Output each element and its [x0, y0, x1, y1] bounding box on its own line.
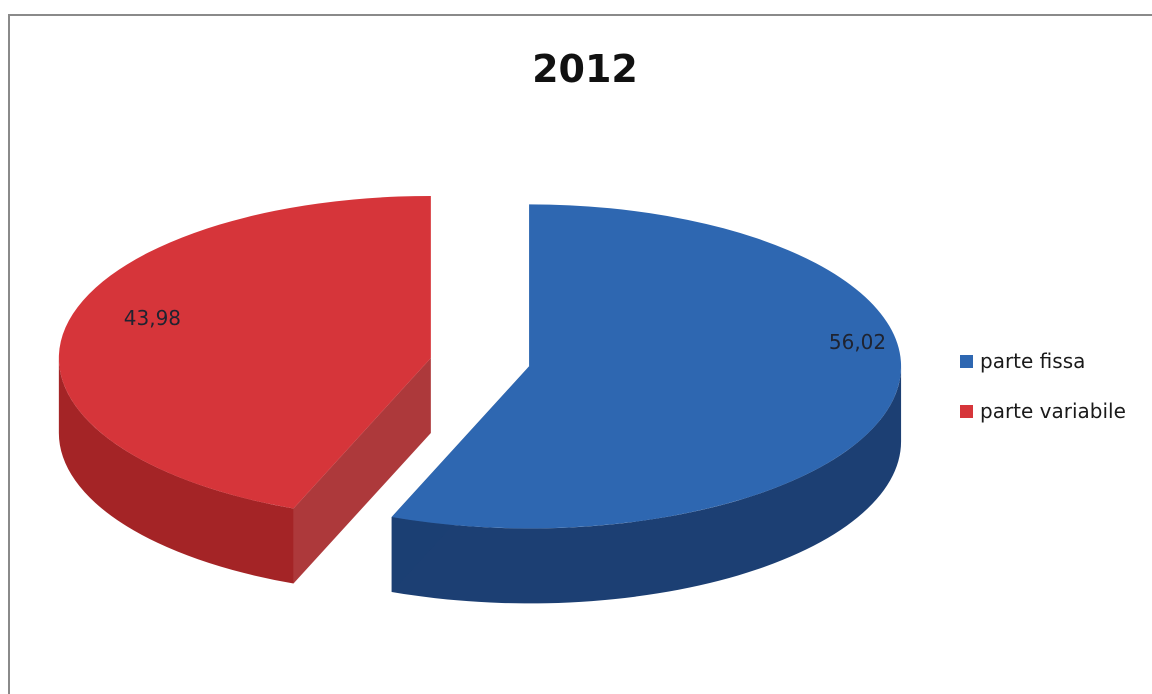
pie-slice-side-0 — [391, 366, 902, 604]
chart-title: 2012 — [532, 47, 638, 91]
pie-slice-0: 56,02 — [391, 204, 902, 604]
pie-slice-side-1 — [58, 357, 294, 584]
pie-slice-1: 43,98 — [58, 195, 431, 584]
legend-swatch-0 — [960, 355, 973, 368]
legend-label-0: parte fissa — [980, 349, 1085, 373]
legend-label-1: parte variabile — [980, 399, 1126, 423]
pie-slice-top-0 — [391, 204, 902, 529]
pie-slice-top-1 — [58, 195, 431, 509]
pie-chart: 2012 56,02 43,98 parte fissa parte variabi… — [58, 47, 1126, 604]
data-label-1: 43,98 — [124, 306, 181, 330]
chart-frame — [8, 14, 1152, 694]
pie-slice-cut-1-0 — [293, 357, 431, 584]
legend-swatch-1 — [960, 405, 973, 418]
data-label-0: 56,02 — [829, 330, 886, 354]
pie-slices: 56,02 43,98 — [58, 195, 902, 604]
legend: parte fissa parte variabile — [960, 349, 1126, 423]
